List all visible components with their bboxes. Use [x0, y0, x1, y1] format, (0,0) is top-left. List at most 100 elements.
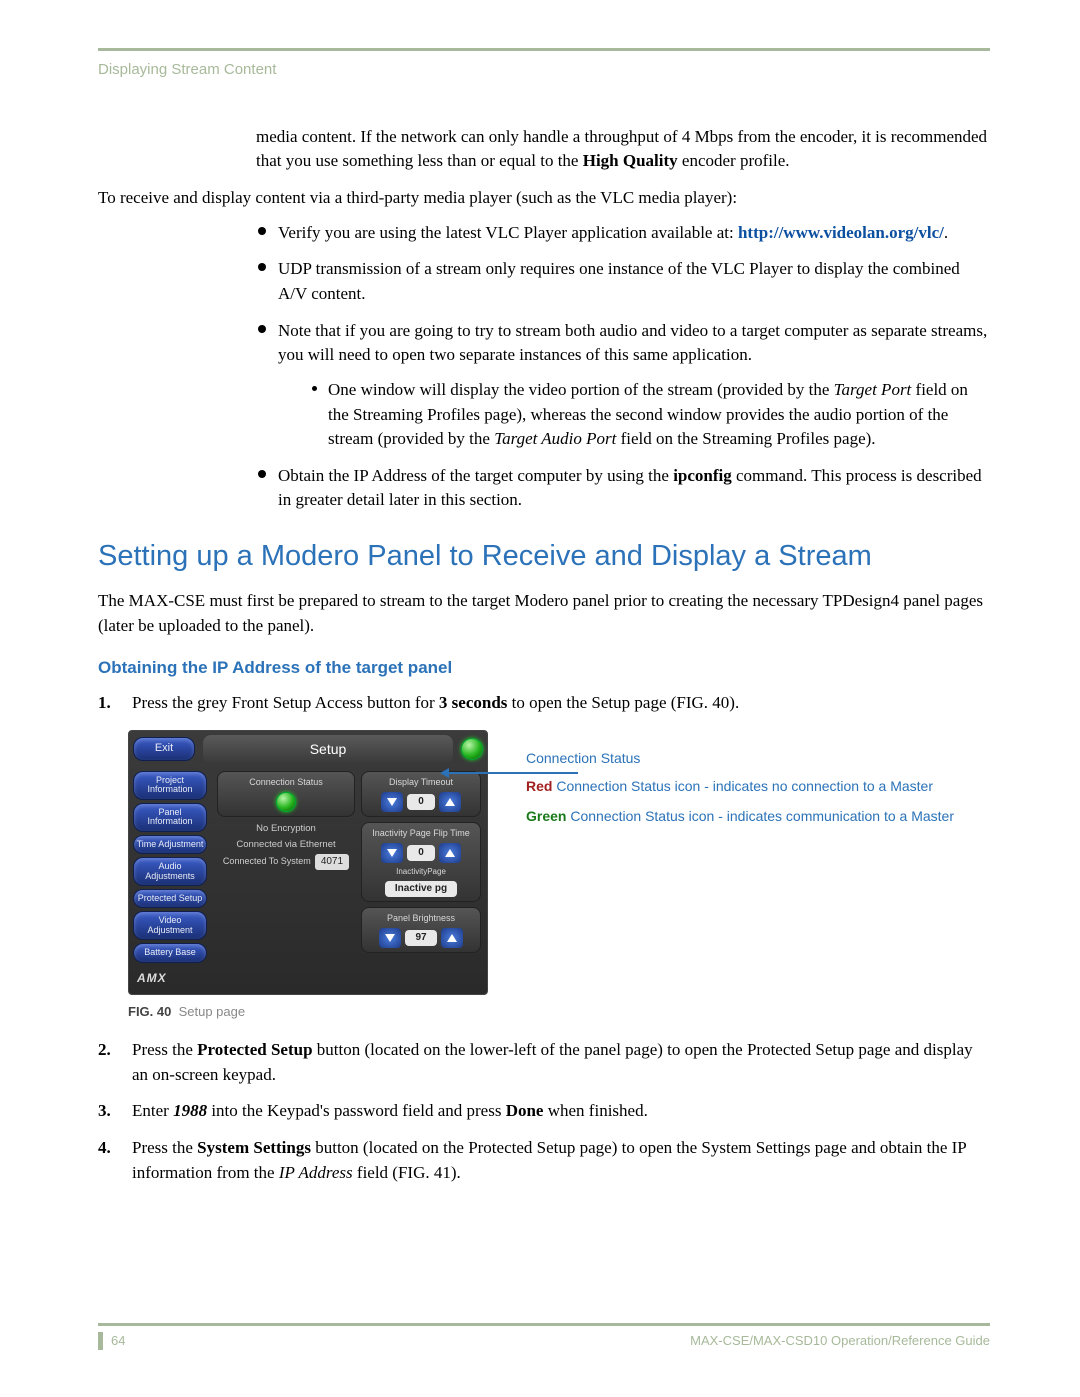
sub-bullet-list: One window will display the video portio…	[312, 378, 990, 452]
inactivity-up-button[interactable]	[439, 843, 461, 863]
step-4: 4. Press the System Settings button (loc…	[98, 1136, 990, 1185]
b4-a: Obtain the IP Address of the target comp…	[278, 466, 673, 485]
nav-video-adjust[interactable]: Video Adjustment	[133, 911, 207, 940]
sb-tp: Target Port	[834, 380, 912, 399]
s4-d: IP Address	[279, 1163, 353, 1182]
inactivity-label: Inactivity Page Flip Time	[368, 827, 474, 840]
annot-green-text: Connection Status icon - indicates commu…	[566, 808, 954, 824]
s4-e: field (FIG. 41).	[353, 1163, 461, 1182]
nav-time-adjust[interactable]: Time Adjustment	[133, 835, 207, 854]
nav-protected-setup[interactable]: Protected Setup	[133, 889, 207, 908]
step-num: 4.	[98, 1136, 111, 1161]
nav-audio-adjust[interactable]: Audio Adjustments	[133, 857, 207, 886]
vlc-link[interactable]: http://www.videolan.org/vlc/	[738, 223, 944, 242]
no-encryption: No Encryption	[217, 822, 355, 836]
third-party-intro: To receive and display content via a thi…	[98, 186, 990, 211]
inactivity-value: 0	[407, 845, 435, 862]
connected-sys-label: Connected To System	[223, 855, 311, 868]
annot-title: Connection Status	[526, 748, 954, 768]
s4-b: System Settings	[197, 1138, 311, 1157]
figure-caption: FIG. 40 Setup page	[128, 1003, 990, 1022]
annot-green: Green Connection Status icon - indicates…	[526, 806, 954, 826]
intro-text-c: encoder profile.	[678, 151, 790, 170]
footer-title: MAX-CSE/MAX-CSD10 Operation/Reference Gu…	[690, 1332, 990, 1351]
s3-a: Enter	[132, 1101, 173, 1120]
inactive-pg: Inactive pg	[385, 881, 457, 898]
timeout-up-button[interactable]	[439, 792, 461, 812]
numbered-steps-cont: 2. Press the Protected Setup button (loc…	[98, 1038, 990, 1185]
header-rule	[98, 48, 990, 51]
annot-red-text: Connection Status icon - indicates no co…	[552, 778, 933, 794]
bullet-3: Note that if you are going to try to str…	[256, 319, 990, 452]
display-timeout-label: Display Timeout	[368, 776, 474, 789]
connected-via: Connected via Ethernet	[217, 838, 355, 852]
b1-text: Verify you are using the latest VLC Play…	[278, 223, 738, 242]
panel-title: Setup	[203, 735, 453, 763]
timeout-down-button[interactable]	[381, 792, 403, 812]
nav-battery-base[interactable]: Battery Base	[133, 943, 207, 962]
sb-a: One window will display the video portio…	[328, 380, 834, 399]
bullet-4: Obtain the IP Address of the target comp…	[256, 464, 990, 513]
s3-e: when finished.	[543, 1101, 647, 1120]
step-num: 1.	[98, 691, 111, 716]
bullet-2: UDP transmission of a stream only requir…	[256, 257, 990, 306]
fig-text: Setup page	[179, 1004, 246, 1019]
s1-b: 3 seconds	[439, 693, 507, 712]
s2-a: Press the	[132, 1040, 197, 1059]
step-num: 2.	[98, 1038, 111, 1063]
setup-panel-screenshot: Exit Setup Project Information Panel Inf…	[128, 730, 488, 996]
annot-red: Red Connection Status icon - indicates n…	[526, 776, 954, 796]
inactivity-down-button[interactable]	[381, 843, 403, 863]
annot-green-label: Green	[526, 808, 566, 824]
running-header: Displaying Stream Content	[98, 59, 990, 81]
brightness-label: Panel Brightness	[368, 912, 474, 925]
exit-button[interactable]: Exit	[133, 737, 195, 761]
fig-num: FIG. 40	[128, 1004, 171, 1019]
connection-led-icon	[461, 738, 483, 760]
nav-panel-info[interactable]: Panel Information	[133, 803, 207, 832]
brightness-value: 97	[405, 930, 436, 947]
sub-bullet-1: One window will display the video portio…	[312, 378, 990, 452]
s1-a: Press the grey Front Setup Access button…	[132, 693, 439, 712]
conn-status-led-icon	[276, 792, 296, 812]
section-para: The MAX-CSE must first be prepared to st…	[98, 589, 990, 638]
b4-cmd: ipconfig	[673, 466, 732, 485]
numbered-steps: 1. Press the grey Front Setup Access but…	[98, 691, 990, 716]
step-2: 2. Press the Protected Setup button (loc…	[98, 1038, 990, 1087]
b3-text: Note that if you are going to try to str…	[278, 321, 987, 365]
step-1: 1. Press the grey Front Setup Access but…	[98, 691, 990, 716]
s3-d: Done	[506, 1101, 544, 1120]
s4-a: Press the	[132, 1138, 197, 1157]
page-footer: 64 MAX-CSE/MAX-CSD10 Operation/Reference…	[98, 1323, 990, 1351]
subsection-heading: Obtaining the IP Address of the target p…	[98, 656, 990, 681]
step-3: 3. Enter 1988 into the Keypad's password…	[98, 1099, 990, 1124]
sb-c: field on the Streaming Profiles page).	[616, 429, 875, 448]
annot-red-label: Red	[526, 778, 552, 794]
figure-annotations: Connection Status Red Connection Status …	[526, 730, 954, 996]
sb-tap: Target Audio Port	[494, 429, 616, 448]
callout-arrow-icon	[448, 772, 578, 774]
amx-logo: AMX	[129, 967, 487, 990]
intro-bold: High Quality	[583, 151, 678, 170]
nav-project-info[interactable]: Project Information	[133, 771, 207, 800]
brightness-up-button[interactable]	[441, 928, 463, 948]
step-num: 3.	[98, 1099, 111, 1124]
panel-main: Connection Status No Encryption Connecte…	[211, 767, 487, 967]
s3-b: 1988	[173, 1101, 207, 1120]
bullet-list: Verify you are using the latest VLC Play…	[256, 221, 990, 513]
inactivity-page-lbl: InactivityPage	[368, 866, 474, 878]
s1-c: to open the Setup page (FIG. 40).	[507, 693, 739, 712]
timeout-value: 0	[407, 794, 435, 811]
brightness-down-button[interactable]	[379, 928, 401, 948]
panel-left-nav: Project Information Panel Information Ti…	[129, 767, 211, 967]
page-number: 64	[111, 1332, 125, 1351]
section-heading: Setting up a Modero Panel to Receive and…	[98, 535, 990, 577]
b1-tail: .	[944, 223, 948, 242]
bullet-1: Verify you are using the latest VLC Play…	[256, 221, 990, 246]
figure-40: Exit Setup Project Information Panel Inf…	[128, 730, 990, 996]
s3-c: into the Keypad's password field and pre…	[207, 1101, 506, 1120]
connected-system: Connected To System 4071	[217, 854, 355, 871]
s2-b: Protected Setup	[197, 1040, 312, 1059]
sys-value: 4071	[315, 854, 349, 871]
intro-paragraph: media content. If the network can only h…	[256, 125, 990, 174]
